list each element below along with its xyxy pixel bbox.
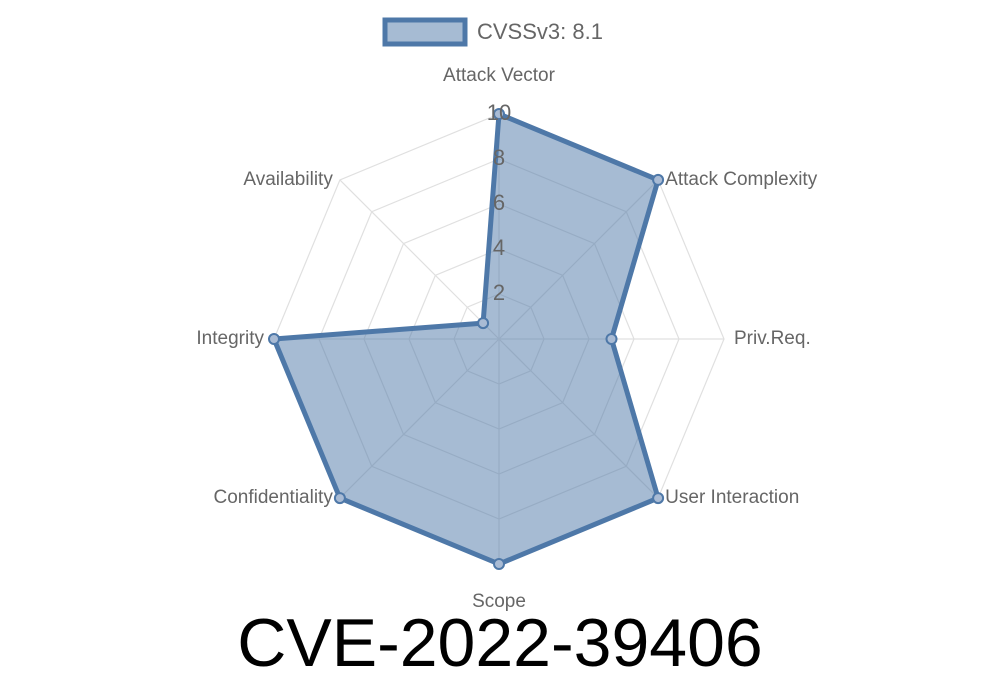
legend-swatch xyxy=(382,17,468,47)
r-tick-label: 10 xyxy=(487,100,511,125)
chart-title: CVE-2022-39406 xyxy=(237,605,762,681)
data-point xyxy=(493,558,505,570)
axis-label: Integrity xyxy=(196,328,264,349)
data-point xyxy=(652,173,665,186)
spoke xyxy=(339,179,500,340)
r-tick-label: 6 xyxy=(493,190,505,215)
data-point xyxy=(605,333,618,345)
data-point xyxy=(268,333,280,345)
data-point xyxy=(333,492,346,505)
axis-label: Attack Complexity xyxy=(665,169,818,190)
data-point xyxy=(493,108,505,120)
axis-label: User Interaction xyxy=(665,487,799,508)
axis-label: Confidentiality xyxy=(213,487,333,508)
axis-label: Priv.Req. xyxy=(734,328,811,349)
data-point xyxy=(477,317,490,330)
r-tick-label: 8 xyxy=(493,145,505,170)
axis-label: Scope xyxy=(472,591,526,612)
data-point xyxy=(652,492,665,505)
axis-label: Availability xyxy=(243,169,333,190)
r-tick-label: 2 xyxy=(493,280,505,305)
axis-label: Attack Vector xyxy=(443,65,556,86)
legend-label: CVSSv3: 8.1 xyxy=(477,19,603,44)
r-tick-label: 4 xyxy=(493,235,505,260)
